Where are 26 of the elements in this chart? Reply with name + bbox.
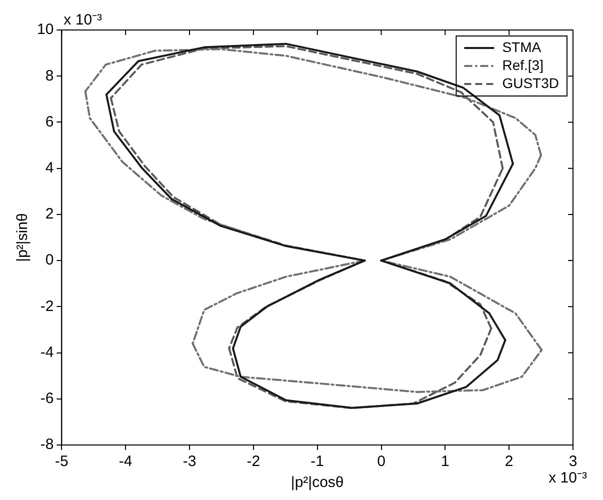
x-tick-label: -2 xyxy=(246,453,260,470)
x-tick-label: 1 xyxy=(441,453,450,470)
y-tick-label: 6 xyxy=(45,113,54,130)
legend-label: GUST3D xyxy=(502,74,560,91)
x-tick-label: 2 xyxy=(504,453,514,470)
y-tick-label: -8 xyxy=(40,436,54,454)
y-tick-label: -4 xyxy=(40,344,54,361)
x-axis-title: |p²|cosθ xyxy=(290,474,344,492)
x-tick-label: -3 xyxy=(182,453,196,470)
x-tick-label: -1 xyxy=(310,453,324,470)
x-tick-label: 0 xyxy=(377,453,386,470)
legend-label: STMA xyxy=(502,38,542,55)
y-axis-title: |p²|sinθ xyxy=(14,213,32,262)
y-tick-label: 10 xyxy=(36,21,54,38)
x-tick-label: -5 xyxy=(55,453,68,470)
text: x 10⁻³ xyxy=(64,12,102,29)
legend-label: Ref.[3] xyxy=(502,56,544,73)
y-tick-label: 2 xyxy=(45,206,54,223)
x-tick-label: 3 xyxy=(568,453,578,470)
y-tick-label: 4 xyxy=(45,159,54,176)
x-tick-label: -4 xyxy=(118,453,132,470)
text: x 10⁻³ xyxy=(548,470,587,487)
y-tick-label: -6 xyxy=(40,390,54,408)
y-tick-label: 0 xyxy=(45,252,54,269)
y-tick-label: 8 xyxy=(45,67,54,84)
y-tick-label: -2 xyxy=(40,298,54,315)
